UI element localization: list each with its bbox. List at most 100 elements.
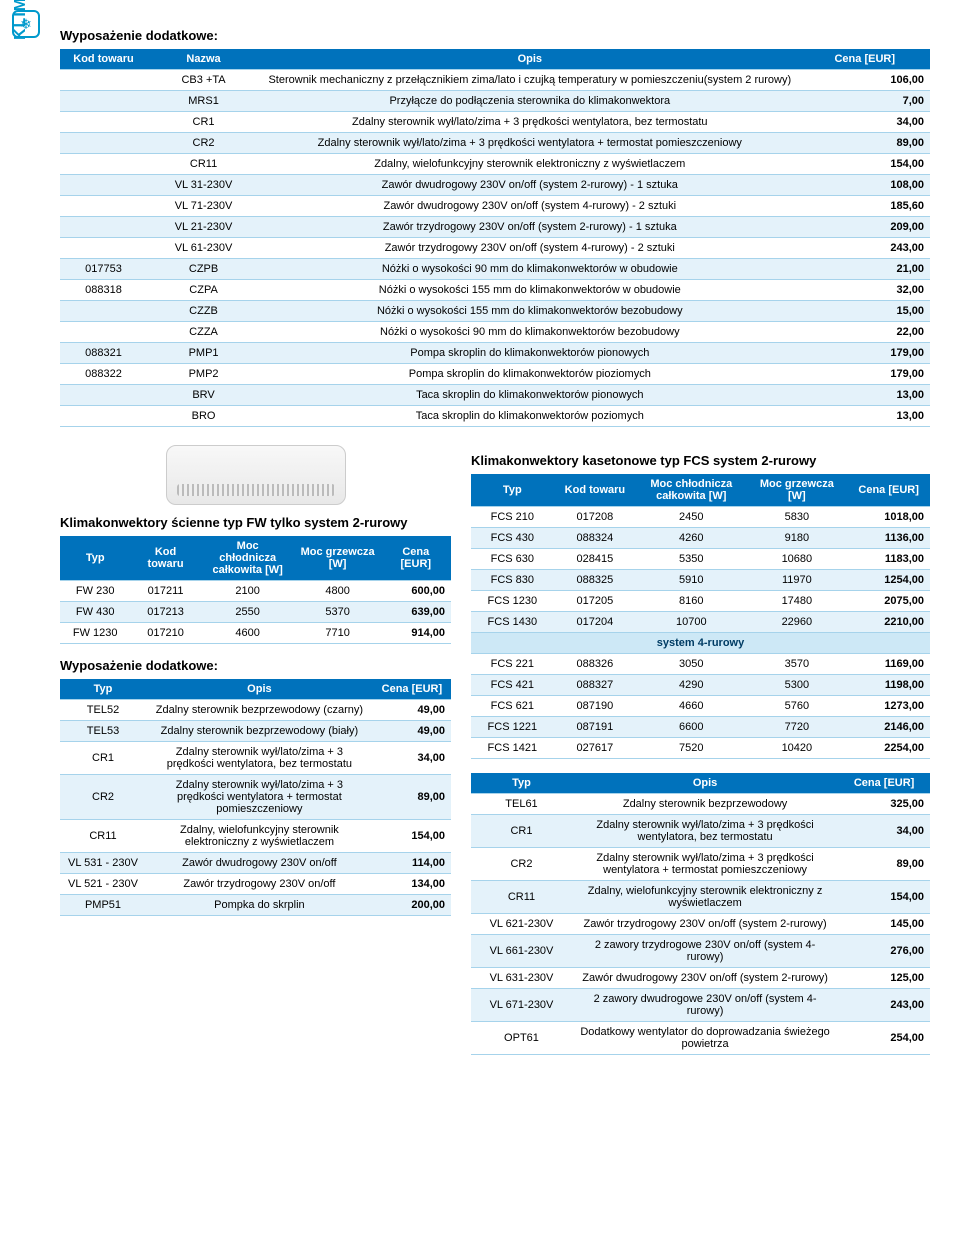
cell: 9180 bbox=[746, 528, 847, 549]
cell: VL 61-230V bbox=[147, 238, 260, 259]
cell: Zawór trzydrogowy 230V on/off (system 2-… bbox=[260, 217, 799, 238]
cell: VL 621-230V bbox=[471, 914, 572, 935]
cell: FCS 221 bbox=[471, 654, 554, 675]
cell: 10420 bbox=[746, 738, 847, 759]
cell: 243,00 bbox=[838, 989, 930, 1022]
table-header-row: Typ Opis Cena [EUR] bbox=[471, 773, 930, 794]
cell: Zawór dwudrogowy 230V on/off (system 2-r… bbox=[260, 175, 799, 196]
cell: 4290 bbox=[636, 675, 746, 696]
cell: 89,00 bbox=[799, 133, 930, 154]
cell: Dodatkowy wentylator do doprowadzania św… bbox=[572, 1022, 838, 1055]
table-row: VL 631-230VZawór dwudrogowy 230V on/off … bbox=[471, 968, 930, 989]
table-fcs: Typ Kod towaru Moc chłodnicza całkowita … bbox=[471, 474, 930, 759]
table-row: FW 23001721121004800600,00 bbox=[60, 581, 451, 602]
cell: Zawór dwudrogowy 230V on/off (system 4-r… bbox=[260, 196, 799, 217]
cell: FCS 430 bbox=[471, 528, 554, 549]
table-row: VL 31-230VZawór dwudrogowy 230V on/off (… bbox=[60, 175, 930, 196]
cell: MRS1 bbox=[147, 91, 260, 112]
cell: VL 631-230V bbox=[471, 968, 572, 989]
cell: 017205 bbox=[554, 591, 637, 612]
cell: Zdalny sterownik wył/lato/zima + 3 prędk… bbox=[146, 775, 373, 820]
table-header-row: Typ Kod towaru Moc chłodnicza całkowita … bbox=[471, 474, 930, 507]
table-row: TEL52Zdalny sterownik bezprzewodowy (cza… bbox=[60, 700, 451, 721]
table-row: FCS 143001720410700229602210,00 bbox=[471, 612, 930, 633]
table-row: CR1Zdalny sterownik wył/lato/zima + 3 pr… bbox=[60, 742, 451, 775]
cell: CR11 bbox=[471, 881, 572, 914]
cell bbox=[60, 175, 147, 196]
cell: 134,00 bbox=[373, 874, 451, 895]
table-header-row: Kod towaru Nazwa Opis Cena [EUR] bbox=[60, 49, 930, 70]
cell: 5830 bbox=[746, 507, 847, 528]
cell: Zawór trzydrogowy 230V on/off bbox=[146, 874, 373, 895]
cell: 1136,00 bbox=[847, 528, 930, 549]
cell bbox=[60, 406, 147, 427]
cell: 1018,00 bbox=[847, 507, 930, 528]
table-row: FCS 12300172058160174802075,00 bbox=[471, 591, 930, 612]
cell: 154,00 bbox=[838, 881, 930, 914]
table-row: OPT61Dodatkowy wentylator do doprowadzan… bbox=[471, 1022, 930, 1055]
cell: 2100 bbox=[201, 581, 295, 602]
table-row: FW 43001721325505370639,00 bbox=[60, 602, 451, 623]
table-row: CZZBNóżki o wysokości 155 mm do klimakon… bbox=[60, 301, 930, 322]
cell: CR1 bbox=[147, 112, 260, 133]
table-row: FCS 221088326305035701169,00 bbox=[471, 654, 930, 675]
table-row: CB3 +TASterownik mechaniczny z przełączn… bbox=[60, 70, 930, 91]
cell bbox=[60, 322, 147, 343]
cell: 088321 bbox=[60, 343, 147, 364]
cell bbox=[60, 196, 147, 217]
cell: 21,00 bbox=[799, 259, 930, 280]
table-row: CR11Zdalny, wielofunkcyjny sterownik ele… bbox=[471, 881, 930, 914]
th: Typ bbox=[471, 474, 554, 507]
cell: CR2 bbox=[60, 775, 146, 820]
cell: 4600 bbox=[201, 623, 295, 644]
cell bbox=[60, 217, 147, 238]
subheader-cell: system 4-rurowy bbox=[471, 633, 930, 654]
cell: 2450 bbox=[636, 507, 746, 528]
th: Opis bbox=[146, 679, 373, 700]
cell: FCS 1430 bbox=[471, 612, 554, 633]
table-row: CR2Zdalny sterownik wył/lato/zima + 3 pr… bbox=[60, 133, 930, 154]
cell: Zdalny sterownik wył/lato/zima + 3 prędk… bbox=[260, 133, 799, 154]
cell: 89,00 bbox=[838, 848, 930, 881]
cell: 106,00 bbox=[799, 70, 930, 91]
section1-title: Wyposażenie dodatkowe: bbox=[60, 28, 930, 43]
table-row: FCS 8300883255910119701254,00 bbox=[471, 570, 930, 591]
cell: PMP51 bbox=[60, 895, 146, 916]
cell: Pompka do skrplin bbox=[146, 895, 373, 916]
cell: TEL52 bbox=[60, 700, 146, 721]
cell: 088326 bbox=[554, 654, 637, 675]
col-nazwa: Nazwa bbox=[147, 49, 260, 70]
th: Typ bbox=[471, 773, 572, 794]
cell bbox=[60, 301, 147, 322]
cell: FCS 210 bbox=[471, 507, 554, 528]
subheader-row: system 4-rurowy bbox=[471, 633, 930, 654]
table-row: FCS 621087190466057601273,00 bbox=[471, 696, 930, 717]
table-row: 088321PMP1Pompa skroplin do klimakonwekt… bbox=[60, 343, 930, 364]
cell: FCS 1221 bbox=[471, 717, 554, 738]
cell: CZPB bbox=[147, 259, 260, 280]
cell: VL 21-230V bbox=[147, 217, 260, 238]
table-row: 088322PMP2Pompa skroplin do klimakonwekt… bbox=[60, 364, 930, 385]
th: Moc chłodnicza całkowita [W] bbox=[201, 536, 295, 581]
fcs-table-title: Klimakonwektory kasetonowe typ FCS syste… bbox=[471, 453, 930, 468]
cell: FW 1230 bbox=[60, 623, 130, 644]
th: Cena [EUR] bbox=[838, 773, 930, 794]
cell: TEL53 bbox=[60, 721, 146, 742]
table-row: 017753CZPBNóżki o wysokości 90 mm do kli… bbox=[60, 259, 930, 280]
cell: Zdalny, wielofunkcyjny sterownik elektro… bbox=[260, 154, 799, 175]
table-row: CR2Zdalny sterownik wył/lato/zima + 3 pr… bbox=[60, 775, 451, 820]
cell: BRV bbox=[147, 385, 260, 406]
cell: Przyłącze do podłączenia sterownika do k… bbox=[260, 91, 799, 112]
cell: 3570 bbox=[746, 654, 847, 675]
cell: 2254,00 bbox=[847, 738, 930, 759]
cell: 2075,00 bbox=[847, 591, 930, 612]
table-addon2: Typ Opis Cena [EUR] TEL52Zdalny sterowni… bbox=[60, 679, 451, 916]
cell: 5370 bbox=[295, 602, 381, 623]
cell: CZZB bbox=[147, 301, 260, 322]
cell: 114,00 bbox=[373, 853, 451, 874]
cell: CR2 bbox=[471, 848, 572, 881]
cell: 2146,00 bbox=[847, 717, 930, 738]
cell: 639,00 bbox=[381, 602, 451, 623]
cell: 2 zawory dwudrogowe 230V on/off (system … bbox=[572, 989, 838, 1022]
cell bbox=[60, 238, 147, 259]
